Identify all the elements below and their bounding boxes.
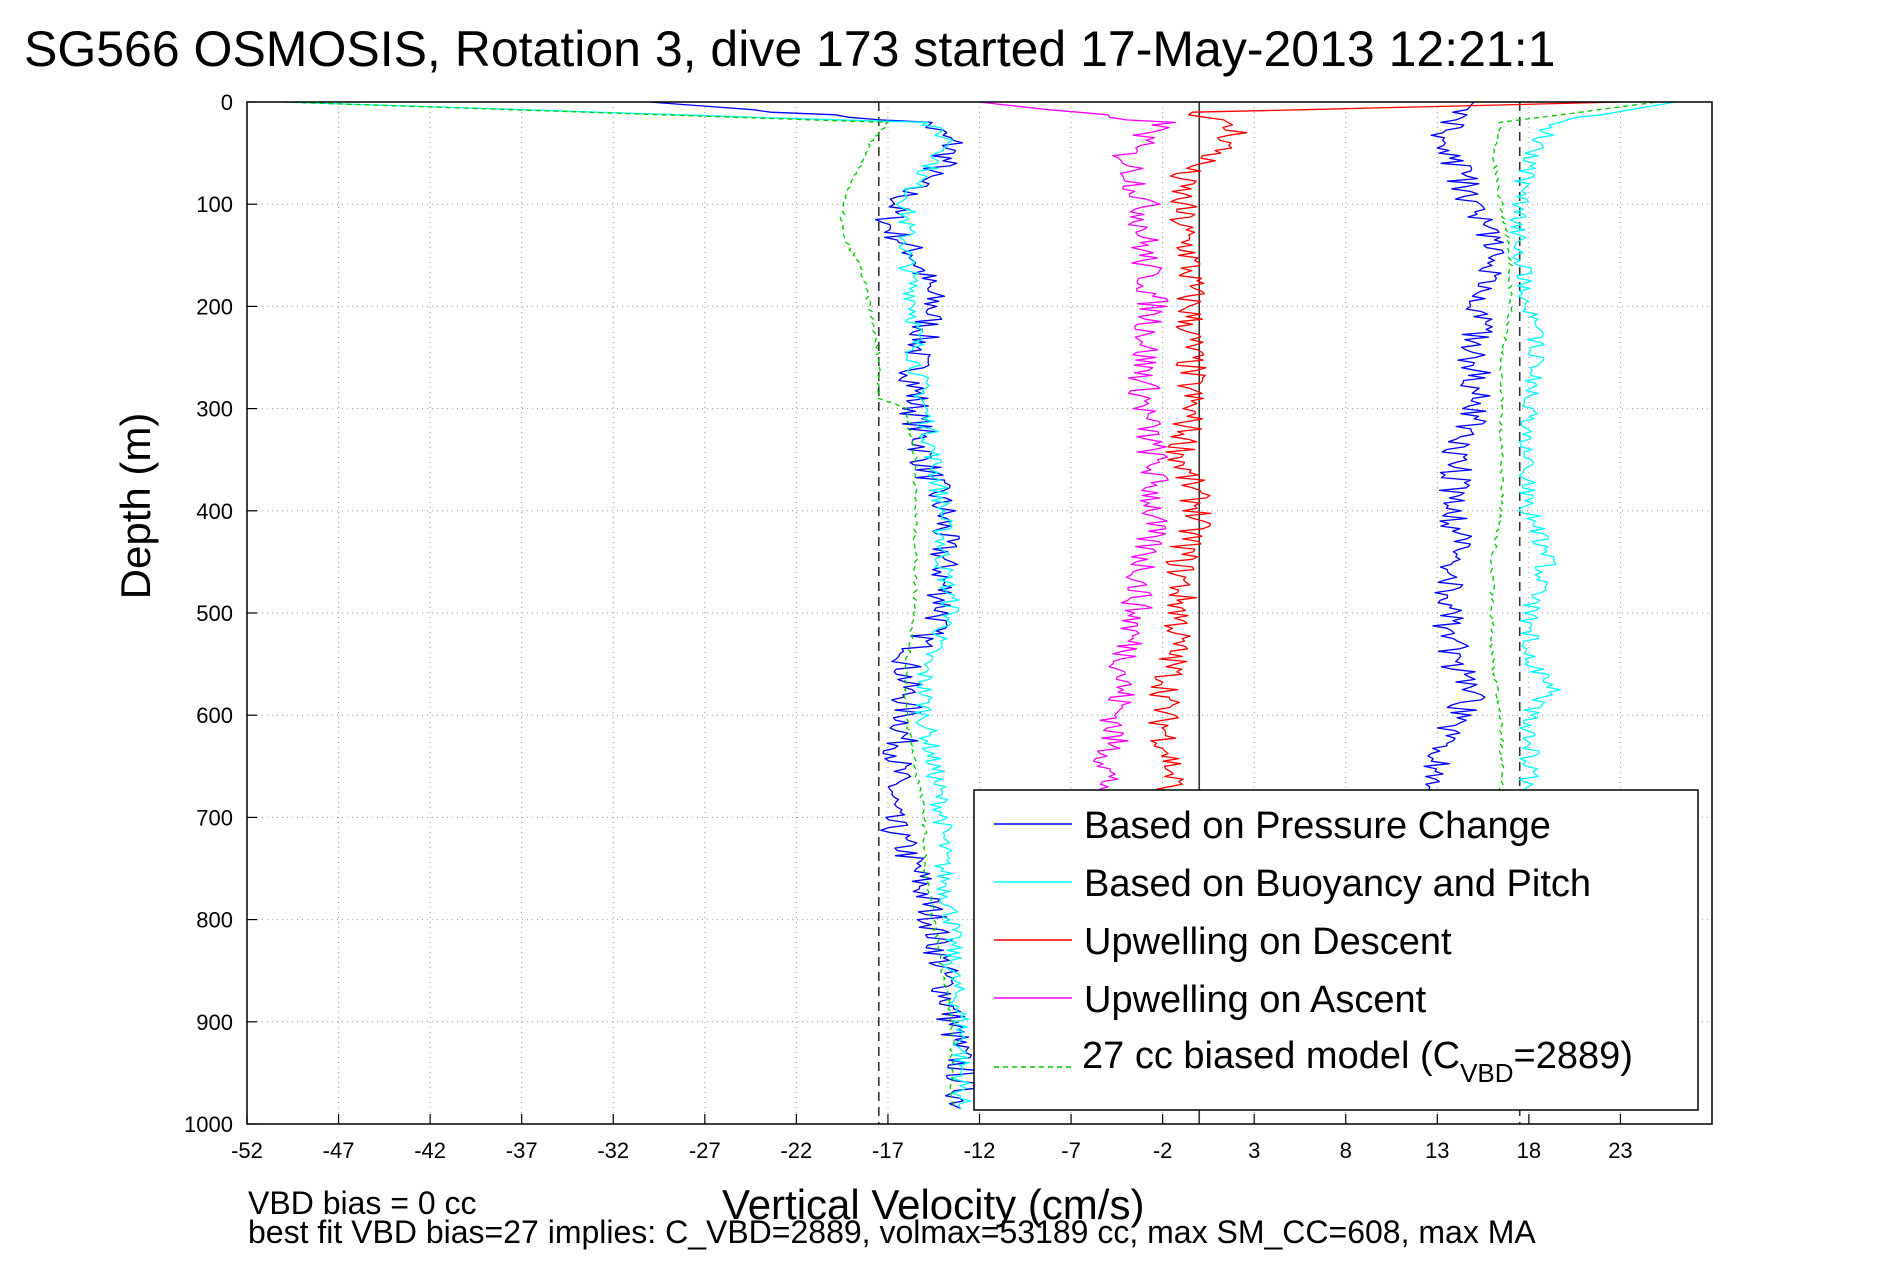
y-tick-label: 800 [196, 908, 233, 933]
chart-title: SG566 OSMOSIS, Rotation 3, dive 173 star… [24, 21, 1555, 77]
legend-label-based-on-buoyancy-and-pitch: Based on Buoyancy and Pitch [1084, 863, 1591, 905]
x-axis-label: Vertical Velocity (cm/s) [722, 1181, 1144, 1228]
legend-label-upwelling-on-ascent: Upwelling on Ascent [1084, 979, 1427, 1021]
x-tick-label: -17 [872, 1138, 904, 1163]
note-vbd-bias: VBD bias = 0 cc [248, 1185, 477, 1221]
x-tick-label: 3 [1248, 1138, 1260, 1163]
y-tick-label: 700 [196, 805, 233, 830]
y-tick-label: 200 [196, 294, 233, 319]
y-tick-label: 500 [196, 601, 233, 626]
series-27-cc-biased-model-c-vbd-2889-ascent [1489, 101, 1658, 1109]
legend-model-prefix: 27 cc biased model (C [1082, 1035, 1460, 1077]
series-based-on-buoyancy-and-pitch-descent [283, 101, 972, 1110]
x-tick-label: -52 [231, 1138, 263, 1163]
x-tick-label: -2 [1153, 1138, 1173, 1163]
x-tick-label: 23 [1608, 1138, 1632, 1163]
y-tick-label: 300 [196, 397, 233, 422]
legend-entries: Based on Pressure Change Based on Buoyanc… [994, 805, 1591, 1021]
y-axis-ticks: 0 100 200 300 400 500 600 700 800 900 1000 [184, 90, 257, 1137]
y-tick-label: 100 [196, 192, 233, 217]
x-tick-label: -27 [689, 1138, 721, 1163]
x-axis-ticks: -52 -47 -42 -37 -32 -27 -22 -17 -12 -7 -2 3 8 13 18 23 [231, 1114, 1633, 1163]
x-tick-label: -22 [780, 1138, 812, 1163]
y-axis-label: Depth (m) [112, 413, 159, 600]
legend-model-subscript: VBD [1460, 1058, 1513, 1088]
y-tick-label: 1000 [184, 1112, 233, 1137]
y-tick-label: 0 [221, 90, 233, 115]
x-tick-label: -12 [964, 1138, 996, 1163]
x-tick-label: -47 [323, 1138, 355, 1163]
x-tick-label: -7 [1061, 1138, 1081, 1163]
legend-box [973, 789, 1699, 1111]
x-tick-label: 13 [1425, 1138, 1449, 1163]
legend-label-based-on-pressure-change: Based on Pressure Change [1084, 805, 1551, 847]
y-tick-label: 400 [196, 499, 233, 524]
legend-model-suffix: =2889) [1514, 1035, 1633, 1077]
x-tick-label: -37 [506, 1138, 538, 1163]
y-tick-label: 900 [196, 1010, 233, 1035]
x-tick-label: 8 [1340, 1138, 1352, 1163]
x-tick-label: -32 [597, 1138, 629, 1163]
legend: Based on Pressure Change Based on Buoyanc… [973, 789, 1699, 1111]
legend-label-upwelling-on-descent: Upwelling on Descent [1084, 921, 1452, 963]
y-tick-label: 600 [196, 703, 233, 728]
legend-label-model: 27 cc biased model (CVBD=2889) [1082, 1035, 1633, 1088]
x-tick-label: 18 [1517, 1138, 1541, 1163]
note-best-fit: best fit VBD bias=27 implies: C_VBD=2889… [248, 1214, 1536, 1250]
series-27-cc-biased-model-c-vbd-2889-descent [283, 101, 955, 1110]
x-tick-label: -42 [414, 1138, 446, 1163]
